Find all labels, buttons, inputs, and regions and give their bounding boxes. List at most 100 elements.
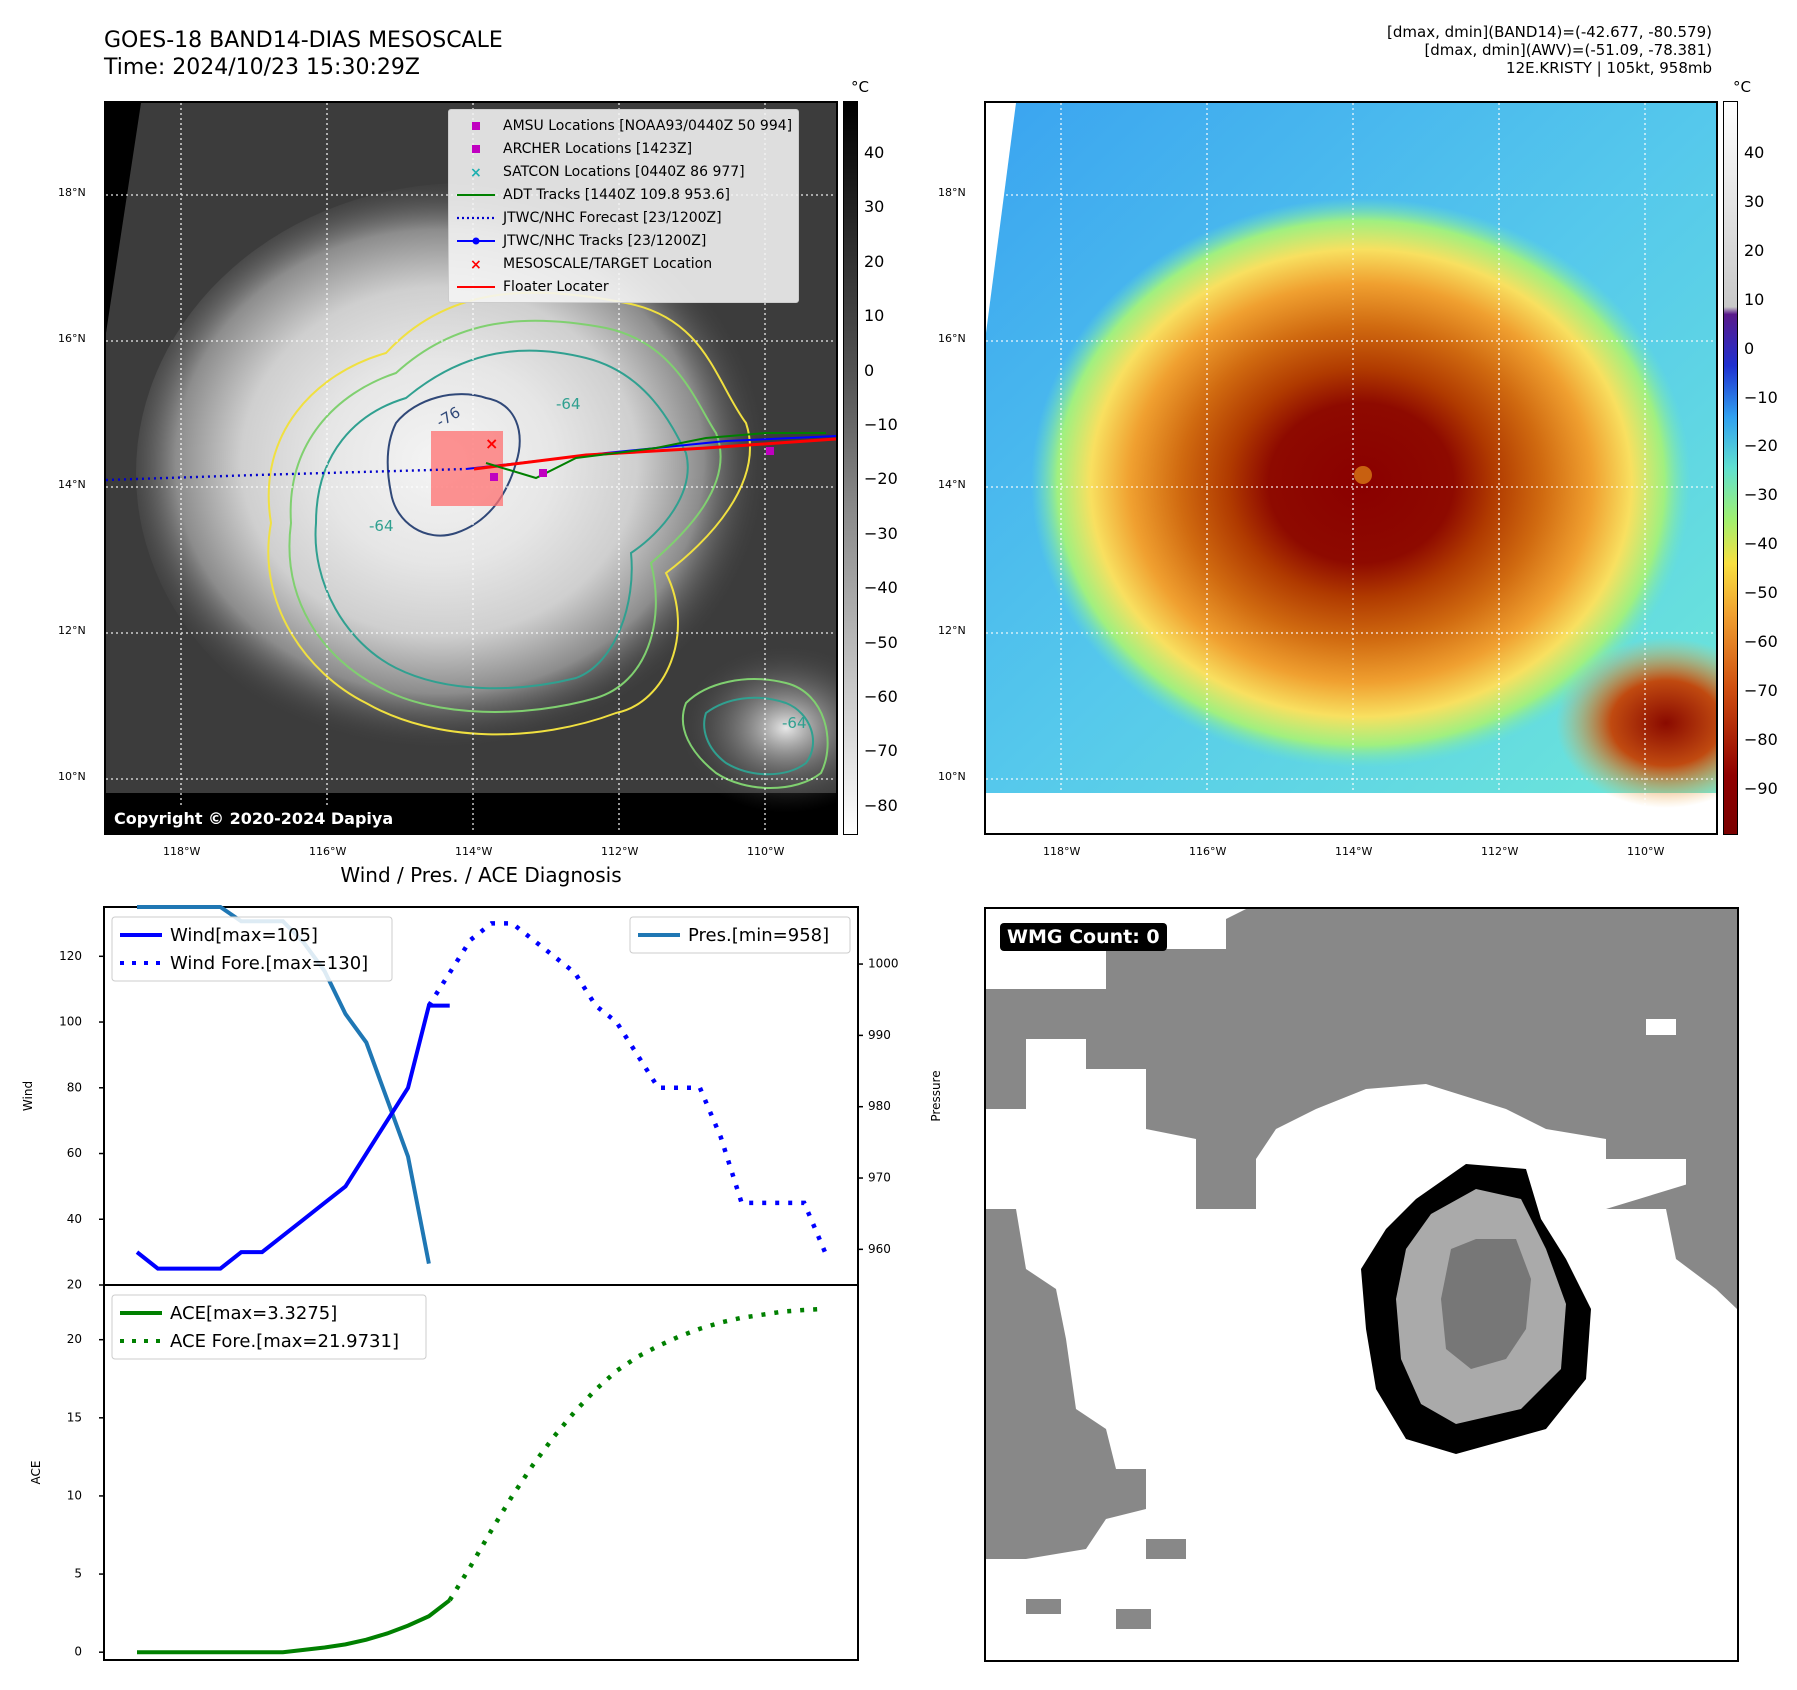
lat-label: 18°N (938, 186, 966, 199)
lat-label: 16°N (58, 332, 86, 345)
pressure-tick-label: 990 (868, 1028, 891, 1042)
legend-swatch-icon (455, 211, 497, 225)
colorbar-tick: 0 (864, 360, 875, 380)
lat-label: 14°N (58, 478, 86, 491)
contour-label: -64 (782, 714, 807, 732)
ace-tick-label: 10 (67, 1488, 82, 1502)
colorbar-tick: −40 (1744, 534, 1778, 554)
lat-label: 16°N (938, 332, 966, 345)
colorbar-tick: 10 (1744, 289, 1765, 309)
title-line-2: Time: 2024/10/23 15:30:29Z (104, 55, 420, 80)
legend-entry: JTWC/NHC Forecast [23/1200Z] (455, 206, 792, 229)
wind-tick-label: 20 (67, 1278, 82, 1292)
lon-label: 116°W (1189, 845, 1227, 858)
lon-label: 112°W (1481, 845, 1519, 858)
colorbar-tick: −50 (1744, 583, 1778, 603)
ace-legend: ACE[max=3.3275] ACE Fore.[max=21.9731] (111, 1294, 427, 1360)
colorbar-tick: −20 (1744, 436, 1778, 456)
legend-entry: ADT Tracks [1440Z 109.8 953.6] (455, 183, 792, 206)
legend-swatch-icon (455, 188, 497, 202)
diagnosis-chart: 20 40 60 80 100 120 960 970 980 990 1000 0 5 10 15 20 Wi… (21, 905, 943, 1661)
wind-tick-label: 80 (67, 1080, 82, 1094)
colorbar-tick: −60 (864, 687, 898, 706)
legend-label: ARCHER Locations [1423Z] (503, 140, 693, 157)
stats-block: [dmax, dmin](BAND14)=(-42.677, -80.579) … (1387, 23, 1712, 77)
legend-label: Wind Fore.[max=130] (170, 953, 368, 974)
legend-label: ACE Fore.[max=21.9731] (170, 1331, 399, 1352)
pressure-axis-label: Pressure (929, 1070, 943, 1121)
wind-tick-label: 100 (59, 1015, 82, 1029)
lat-label: 14°N (938, 478, 966, 491)
stats-line-3: 12E.KRISTY | 105kt, 958mb (1506, 59, 1712, 77)
stats-line-2: [dmax, dmin](AWV)=(-51.09, -78.381) (1424, 41, 1712, 59)
lon-label: 110°W (1627, 845, 1665, 858)
wind-tick-label: 40 (67, 1212, 82, 1226)
legend-label: ADT Tracks [1440Z 109.8 953.6] (503, 186, 730, 203)
colorbar-right-unit: °C (1733, 78, 1751, 96)
copyright-label: Copyright © 2020-2024 Dapiya (108, 806, 400, 831)
pressure-tick-label: 1000 (868, 957, 899, 971)
colorbar-tick: −20 (864, 469, 898, 489)
colorbar-left (843, 101, 858, 835)
svg-text:×: × (470, 165, 482, 179)
ace-line (137, 1598, 451, 1655)
lat-label: 10°N (938, 770, 966, 783)
colorbar-tick: −10 (864, 415, 898, 434)
legend-label: SATCON Locations [0440Z 86 977] (503, 163, 745, 180)
legend-swatch-icon (455, 280, 497, 294)
legend-swatch-icon: × (455, 257, 497, 273)
legend-swatch-icon (455, 234, 497, 248)
legend-swatch-icon (455, 119, 497, 133)
colorbar-tick: −60 (1744, 632, 1778, 651)
colorbar-tick: 10 (864, 306, 885, 326)
contour-label: -64 (556, 395, 581, 413)
svg-text:×: × (485, 434, 498, 453)
colorbar-tick: −50 (864, 632, 898, 652)
ace-forecast-line (447, 1306, 826, 1602)
pressure-legend: Pres.[min=958] (629, 916, 851, 954)
colorbar-tick: 40 (864, 143, 885, 162)
colorbar-tick: −70 (1744, 680, 1778, 700)
lon-label: 118°W (1043, 845, 1081, 858)
contour-label: -64 (369, 517, 394, 535)
ace-tick-label: 15 (67, 1410, 82, 1424)
pressure-tick-label: 970 (868, 1171, 891, 1185)
lat-label: 12°N (58, 624, 86, 637)
lon-label: 110°W (747, 845, 785, 858)
ace-axes-frame (103, 1284, 859, 1661)
wind-forecast-line (426, 921, 828, 1254)
wind-line (135, 1003, 450, 1271)
svg-text:×: × (470, 257, 482, 271)
diagnosis-title: Wind / Pres. / ACE Diagnosis (340, 863, 622, 887)
legend-label: AMSU Locations [NOAA93/0440Z 50 994] (503, 117, 793, 134)
colorbar-tick: 0 (1744, 338, 1755, 358)
colorbar-tick: −30 (1744, 485, 1778, 505)
wmg-count-label: WMG Count: 0 (1000, 923, 1167, 951)
ace-tick-label: 0 (74, 1645, 82, 1659)
lon-label: 116°W (309, 845, 347, 858)
colorbar-tick: 20 (864, 251, 885, 271)
pressure-tick-label: 980 (868, 1099, 891, 1113)
legend-entry: × SATCON Locations [0440Z 86 977] (455, 160, 792, 183)
legend-label: Wind[max=105] (170, 925, 318, 946)
legend-label: MESOSCALE/TARGET Location (503, 255, 713, 272)
colorbar-tick: −80 (864, 795, 898, 815)
lon-label: 112°W (601, 845, 639, 858)
wind-tick-label: 60 (67, 1146, 82, 1160)
legend-label: JTWC/NHC Forecast [23/1200Z] (503, 209, 722, 226)
map-legend: AMSU Locations [NOAA93/0440Z 50 994] ARCH… (448, 109, 800, 303)
legend-swatch-icon: × (455, 165, 497, 181)
ace-tick-label: 5 (74, 1567, 82, 1581)
band14-map-panel: × AMSU Locations [NOAA93/0440Z 50 994] AR… (104, 101, 838, 835)
lat-label: 10°N (58, 770, 86, 783)
wind-axis-label: Wind (21, 1081, 35, 1111)
wmg-imagery (986, 909, 1737, 1629)
legend-label: ACE[max=3.3275] (170, 1303, 337, 1324)
colorbar-tick: −90 (1744, 778, 1778, 798)
wind-legend-box (111, 916, 393, 982)
legend-entry: AMSU Locations [NOAA93/0440Z 50 994] (455, 114, 792, 137)
legend-entry: Floater Locater (455, 275, 792, 298)
title-line-1: GOES-18 BAND14-DIAS MESOSCALE (104, 28, 503, 53)
main-title: GOES-18 BAND14-DIAS MESOSCALE Time: 2024… (104, 27, 503, 81)
legend-entry: ARCHER Locations [1423Z] (455, 137, 792, 160)
